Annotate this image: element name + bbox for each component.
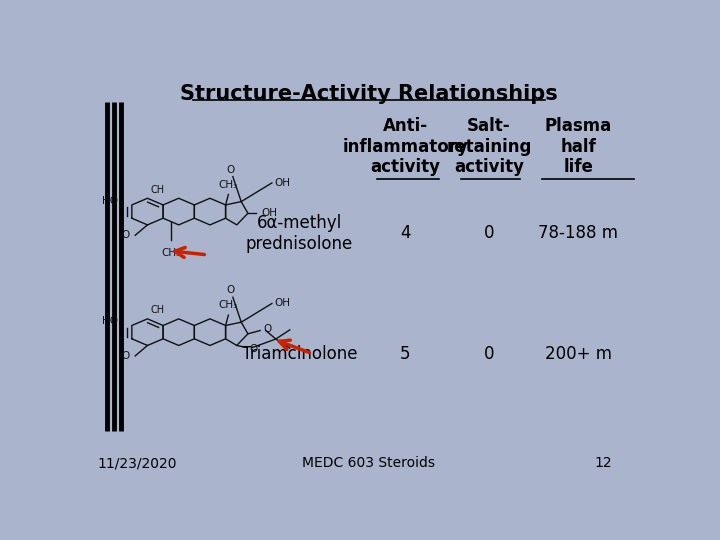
Text: O: O <box>122 351 130 361</box>
Text: CH: CH <box>150 305 165 315</box>
Text: HO: HO <box>102 316 118 326</box>
Text: 200+ m: 200+ m <box>545 345 612 363</box>
Text: 6α-methyl
prednisolone: 6α-methyl prednisolone <box>246 214 353 253</box>
Text: O: O <box>263 324 271 334</box>
Text: 0: 0 <box>484 345 494 363</box>
Text: 4: 4 <box>400 224 410 242</box>
Text: Anti-
inflammatory
activity: Anti- inflammatory activity <box>342 117 468 177</box>
Text: CH₃: CH₃ <box>219 300 238 310</box>
Text: Salt-
retaining
activity: Salt- retaining activity <box>446 117 531 177</box>
Text: CH₃: CH₃ <box>161 248 181 258</box>
Text: MEDC 603 Steroids: MEDC 603 Steroids <box>302 456 436 470</box>
Text: 0: 0 <box>484 224 494 242</box>
Text: O: O <box>250 344 258 354</box>
Text: 12: 12 <box>595 456 612 470</box>
Text: OH: OH <box>262 208 278 218</box>
Text: Structure-Activity Relationships: Structure-Activity Relationships <box>180 84 558 104</box>
Text: OH: OH <box>275 299 291 308</box>
Text: HO: HO <box>102 196 118 206</box>
Text: CH₃: CH₃ <box>219 179 238 190</box>
Text: CH: CH <box>150 185 165 194</box>
Text: 5: 5 <box>400 345 410 363</box>
Text: O: O <box>226 285 234 295</box>
Text: Triamcinolone: Triamcinolone <box>241 345 357 363</box>
Text: 78-188 m: 78-188 m <box>539 224 618 242</box>
Text: O: O <box>122 230 130 240</box>
Text: 11/23/2020: 11/23/2020 <box>98 456 177 470</box>
Text: OH: OH <box>275 178 291 188</box>
Text: O: O <box>226 165 234 174</box>
Text: Plasma
half
life: Plasma half life <box>544 117 612 177</box>
